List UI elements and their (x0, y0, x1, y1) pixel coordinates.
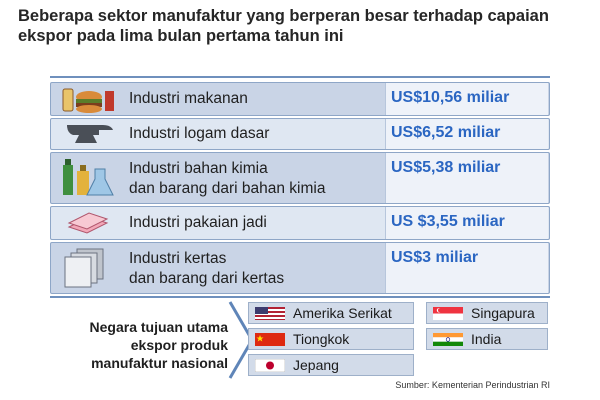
destinations-label-line3: manufaktur nasional (91, 355, 228, 371)
value-label: US$6,52 miliar (391, 124, 501, 141)
value-label: US$10,56 miliar (391, 89, 510, 106)
value-box (385, 119, 548, 149)
country-name: Amerika Serikat (293, 305, 392, 321)
chart-title: Beberapa sektor manufaktur yang berperan… (18, 7, 549, 45)
singapore-flag-icon (433, 307, 463, 320)
country-china: Tiongkok (248, 328, 414, 350)
bottom-divider (50, 296, 550, 298)
india-flag-icon (433, 333, 463, 346)
country-name: Tiongkok (293, 331, 350, 347)
sector-row-chemical: Industri bahan kimia dan barang dari bah… (50, 152, 550, 204)
destinations-label-line2: ekspor produk (130, 337, 228, 353)
sector-label: Industri pakaian jadi (129, 214, 267, 231)
sector-label: Industri kertas (129, 250, 227, 267)
value-box (385, 83, 548, 115)
sector-row-food: Industri makanan US$10,56 miliar (50, 82, 550, 116)
anvil-icon (67, 125, 113, 143)
country-singapore: Singapura (426, 302, 548, 324)
value-label: US$5,38 miliar (391, 159, 501, 176)
country-name: India (471, 331, 502, 347)
country-name: Singapura (471, 305, 535, 321)
sector-row-paper: Industri kertas dan barang dari kertas U… (50, 242, 550, 294)
sector-row-clothing: Industri pakaian jadi US $3,55 miliar (50, 206, 550, 240)
sector-label: Industri logam dasar (129, 125, 270, 142)
country-japan: Jepang (248, 354, 414, 376)
usa-flag-icon (255, 307, 285, 320)
food-icon (62, 88, 114, 113)
japan-flag-icon (255, 359, 285, 372)
country-name: Jepang (293, 357, 339, 373)
china-flag-icon (255, 333, 285, 346)
value-box (385, 207, 548, 239)
destinations-label: Negara tujuan utama ekspor produk manufa… (18, 318, 228, 372)
sector-row-metal: Industri logam dasar US$6,52 miliar (50, 118, 550, 150)
folded-clothes-icon (67, 212, 109, 234)
value-box (385, 153, 548, 203)
value-box (385, 243, 548, 293)
value-label: US$3 miliar (391, 249, 479, 266)
sector-label: Industri bahan kimia (129, 160, 268, 177)
paper-stack-icon (64, 248, 104, 288)
country-india: India (426, 328, 548, 350)
country-usa: Amerika Serikat (248, 302, 414, 324)
sector-label-line2: dan barang dari kertas (129, 270, 285, 287)
top-divider (50, 76, 550, 78)
sector-label: Industri makanan (129, 90, 248, 107)
destinations-label-line1: Negara tujuan utama (89, 319, 228, 335)
sector-label-line2: dan barang dari bahan kimia (129, 180, 326, 197)
source-note: Sumber: Kementerian Perindustrian RI (395, 380, 550, 390)
value-label: US $3,55 miliar (391, 213, 505, 230)
chemical-bottles-icon (63, 159, 114, 196)
